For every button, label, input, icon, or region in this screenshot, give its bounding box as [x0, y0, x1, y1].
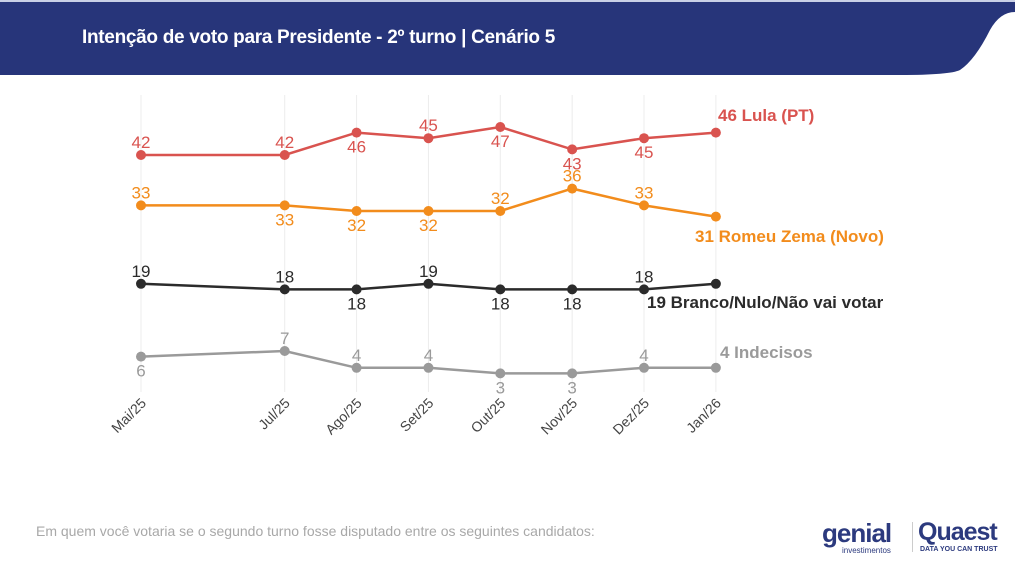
genial-logo-sub: investimentos [842, 546, 891, 555]
data-point [639, 284, 650, 295]
data-point [136, 200, 146, 211]
data-point [495, 284, 506, 295]
data-label: 42 [275, 133, 294, 152]
data-point [710, 278, 721, 289]
data-point [710, 127, 721, 138]
data-label: 7 [280, 329, 289, 348]
x-tick-label: Mai/25 [108, 395, 149, 436]
data-label: 3 [567, 378, 576, 397]
data-point [567, 368, 578, 379]
data-point [279, 346, 290, 356]
quaest-logo-sub: DATA YOU CAN TRUST [920, 546, 998, 553]
question-footnote: Em quem você votaria se o segundo turno … [36, 523, 595, 539]
data-point [423, 362, 434, 373]
series-line [140, 349, 716, 375]
data-point [567, 284, 578, 295]
logos: genial investimentos Quaest DATA YOU CAN… [820, 518, 1010, 558]
data-label: 32 [491, 189, 510, 208]
data-point [351, 284, 362, 295]
data-point [495, 368, 506, 379]
data-point [279, 284, 290, 295]
genial-logo: genial [822, 518, 892, 548]
data-label: 19 [419, 262, 438, 281]
page-title: Intenção de voto para Presidente - 2º tu… [82, 27, 555, 48]
data-label: 45 [419, 116, 438, 135]
data-label: 3 [496, 378, 505, 397]
data-label: 46 [347, 138, 366, 157]
series-end-label: 19 Branco/Nulo/Não vai votar [647, 293, 884, 312]
data-point [136, 150, 146, 160]
data-label: 33 [635, 183, 654, 202]
data-label: 32 [347, 216, 366, 235]
data-label: 18 [347, 294, 366, 313]
data-point [423, 133, 434, 144]
x-tick-label: Nov/25 [538, 395, 581, 438]
data-point [136, 278, 146, 289]
data-point [639, 133, 650, 144]
series-line [141, 125, 716, 157]
data-point [567, 183, 578, 194]
data-point [279, 150, 290, 160]
series-end-label: 4 Indecisos [720, 343, 813, 362]
x-tick-label: Jan/26 [683, 395, 724, 436]
data-label: 19 [132, 262, 151, 281]
data-point [495, 206, 506, 216]
series-end-label: 31 Romeu Zema (Novo) [695, 227, 884, 246]
data-point [351, 127, 362, 138]
data-label: 45 [635, 143, 654, 162]
data-point [495, 122, 506, 132]
data-point [423, 206, 434, 216]
header-banner [0, 0, 1015, 75]
quaest-logo: Quaest [918, 518, 998, 546]
data-label: 32 [419, 216, 438, 235]
data-point [136, 351, 146, 362]
data-point [279, 200, 290, 211]
series-end-label: 46 Lula (PT) [718, 106, 814, 125]
x-tick-label: Dez/25 [609, 395, 652, 438]
line-chart: Mai/25 Jul/25 Ago/25 Set/25 Out/25 Nov/25 Dez/… [108, 95, 884, 438]
data-label: 47 [491, 132, 510, 151]
x-tick-label: Set/25 [397, 395, 437, 435]
data-label: 18 [563, 294, 582, 313]
data-point [423, 278, 434, 289]
data-point [710, 362, 721, 373]
x-tick-label: Out/25 [467, 395, 508, 436]
data-label: 33 [132, 183, 151, 202]
data-label: 6 [136, 362, 145, 381]
data-point [639, 200, 650, 211]
data-point [710, 211, 721, 222]
data-point [639, 362, 650, 373]
data-label: 18 [491, 294, 510, 313]
data-label: 4 [352, 346, 361, 365]
x-tick-label: Ago/25 [322, 395, 365, 438]
data-point [351, 362, 362, 373]
logo-divider [912, 522, 913, 552]
series-line [141, 187, 717, 218]
data-label: 4 [424, 346, 433, 365]
data-label: 43 [563, 154, 582, 173]
data-label: 42 [132, 133, 151, 152]
data-label: 33 [275, 210, 294, 229]
data-label: 18 [275, 267, 294, 286]
x-tick-label: Jul/25 [255, 395, 293, 433]
data-label: 4 [639, 346, 648, 365]
data-point [567, 144, 578, 155]
data-point [351, 206, 362, 216]
data-label: 36 [563, 167, 582, 186]
series-line [140, 282, 716, 291]
data-label: 18 [635, 267, 654, 286]
